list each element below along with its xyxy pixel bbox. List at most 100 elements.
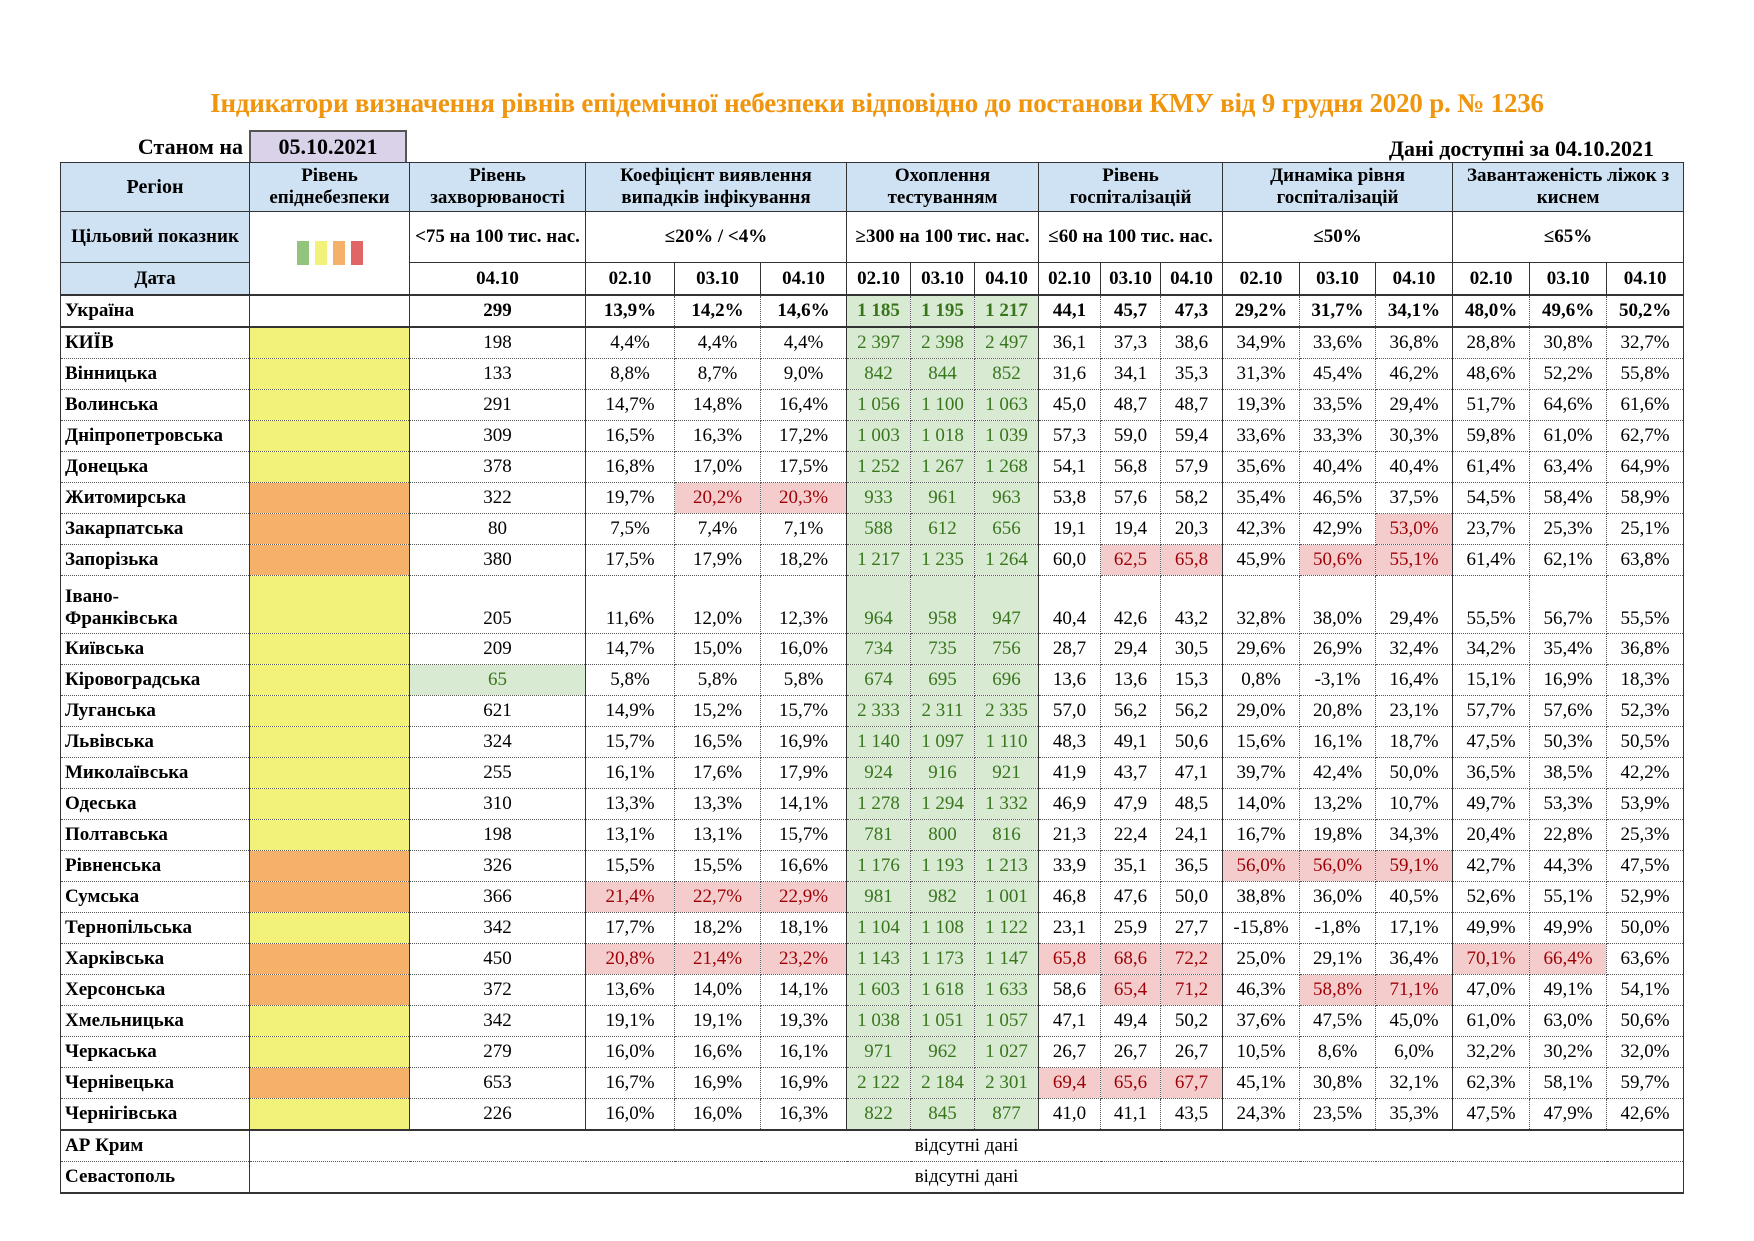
beds-value: 63,8% (1606, 544, 1685, 576)
beds-value: 18,3% (1606, 664, 1685, 696)
beds-value: 63,6% (1606, 943, 1685, 975)
dyn-value: 56,0% (1299, 850, 1377, 882)
table-row: Вінницька 133 8,8% 8,7% 9,0% 842 844 852 31,6 34,… (60, 358, 1685, 390)
beds-value: 42,2% (1606, 757, 1685, 789)
dyn-value: 19,3% (1222, 389, 1301, 421)
beds-value: 25,3% (1606, 819, 1685, 851)
dyn-value: 31,7% (1299, 294, 1377, 328)
dyn-value: 36,0% (1299, 881, 1377, 913)
epidemic-level-cell (249, 1098, 410, 1131)
coef-value: 16,0% (585, 1036, 675, 1068)
hosp-value: 36,1 (1038, 327, 1102, 359)
test-value: 1 267 (910, 451, 975, 483)
beds-value: 57,7% (1452, 695, 1531, 727)
hosp-value: 26,7 (1038, 1036, 1102, 1068)
test-value: 1 143 (846, 943, 911, 975)
test-value: 1 056 (846, 389, 911, 421)
dyn-value: 15,6% (1222, 726, 1301, 758)
beds-value: 51,7% (1452, 389, 1531, 421)
date-dyn-0: 02.10 (1222, 262, 1301, 296)
epidemic-level-cell (249, 294, 410, 328)
coef-value: 8,7% (674, 358, 761, 390)
coef-value: 16,5% (674, 726, 761, 758)
hosp-value: 47,6 (1100, 881, 1162, 913)
region-name: Волинська (60, 389, 250, 421)
hosp-value: 26,7 (1100, 1036, 1162, 1068)
beds-value: 58,1% (1529, 1067, 1608, 1099)
test-value: 852 (973, 358, 1040, 390)
hosp-value: 65,8 (1038, 943, 1102, 975)
dyn-value: 24,3% (1222, 1098, 1301, 1131)
coef-value: 13,3% (585, 788, 675, 820)
region-name-text: Волинська (65, 394, 159, 415)
hosp-value: 29,4 (1100, 633, 1162, 665)
legend-green-swatch (296, 241, 309, 265)
hosp-value: 54,1 (1038, 451, 1102, 483)
target-test: ≥300 на 100 тис. нас. (845, 211, 1040, 263)
coef-value: 16,0% (760, 633, 847, 665)
hosp-value: 44,1 (1038, 294, 1102, 328)
hosp-value: 20,3 (1160, 513, 1224, 545)
coef-value: 14,6% (760, 294, 847, 328)
test-value: 1 104 (846, 912, 911, 944)
dyn-value: 36,8% (1375, 327, 1454, 359)
beds-value: 47,5% (1606, 850, 1685, 882)
no-data-text: відсутні дані (248, 1130, 1685, 1162)
test-value: 1 294 (910, 788, 975, 820)
region-name: Житомирська (60, 482, 250, 514)
dyn-value: 29,2% (1222, 294, 1301, 328)
dyn-value: 42,3% (1222, 513, 1301, 545)
coef-value: 20,3% (760, 482, 847, 514)
dyn-value: 45,9% (1222, 544, 1301, 576)
dyn-value: 56,0% (1222, 850, 1301, 882)
region-name-text: Сумська (65, 886, 140, 907)
test-value: 1 147 (973, 943, 1040, 975)
beds-value: 66,4% (1529, 943, 1608, 975)
data-available-label: Дані доступні за 04.10.2021 (1388, 136, 1654, 161)
incidence-rate: 279 (409, 1036, 586, 1068)
header-beds: Завантаженість ліжок з киснем (1452, 162, 1685, 212)
hosp-value: 28,7 (1038, 633, 1102, 665)
coef-value: 14,7% (585, 633, 675, 665)
test-value: 845 (910, 1098, 975, 1131)
dyn-value: 20,8% (1299, 695, 1377, 727)
test-value: 1 176 (846, 850, 911, 882)
test-value: 916 (910, 757, 975, 789)
target-row: Цільовий показник <75 на 100 тис. нас. ≤… (60, 211, 1685, 296)
target-dyn: ≤50% (1222, 211, 1454, 263)
beds-value: 54,1% (1606, 974, 1685, 1006)
region-name: Одеська (60, 788, 250, 820)
no-data-text: відсутні дані (248, 1161, 1685, 1194)
target-beds: ≤65% (1452, 211, 1685, 263)
hosp-value: 19,1 (1038, 513, 1102, 545)
date-test-1: 03.10 (910, 262, 975, 296)
date-label: Дата (60, 262, 250, 296)
header-region: Регіон (60, 162, 250, 212)
region-name: Рівненська (60, 850, 250, 882)
hosp-value: 13,6 (1100, 664, 1162, 696)
coef-value: 14,8% (674, 389, 761, 421)
test-value: 1 027 (973, 1036, 1040, 1068)
coef-value: 16,4% (760, 389, 847, 421)
header-rate: Рівень захворюваності (409, 162, 586, 212)
dyn-value: 8,6% (1299, 1036, 1377, 1068)
coef-value: 21,4% (674, 943, 761, 975)
hosp-value: 48,7 (1100, 389, 1162, 421)
epidemic-level-cell (249, 420, 410, 452)
test-value: 1 057 (973, 1005, 1040, 1037)
incidence-rate: 366 (409, 881, 586, 913)
test-value: 947 (973, 575, 1040, 634)
hosp-value: 36,5 (1160, 850, 1224, 882)
incidence-rate: 255 (409, 757, 586, 789)
coef-value: 15,2% (674, 695, 761, 727)
beds-value: 53,9% (1606, 788, 1685, 820)
test-value: 958 (910, 575, 975, 634)
test-value: 2 335 (973, 695, 1040, 727)
hosp-value: 47,3 (1160, 294, 1224, 328)
test-value: 2 397 (846, 327, 911, 359)
dyn-value: 33,5% (1299, 389, 1377, 421)
hosp-value: 71,2 (1160, 974, 1224, 1006)
coef-value: 22,7% (674, 881, 761, 913)
region-name-text: Чернівецька (65, 1072, 175, 1093)
beds-value: 62,3% (1452, 1067, 1531, 1099)
